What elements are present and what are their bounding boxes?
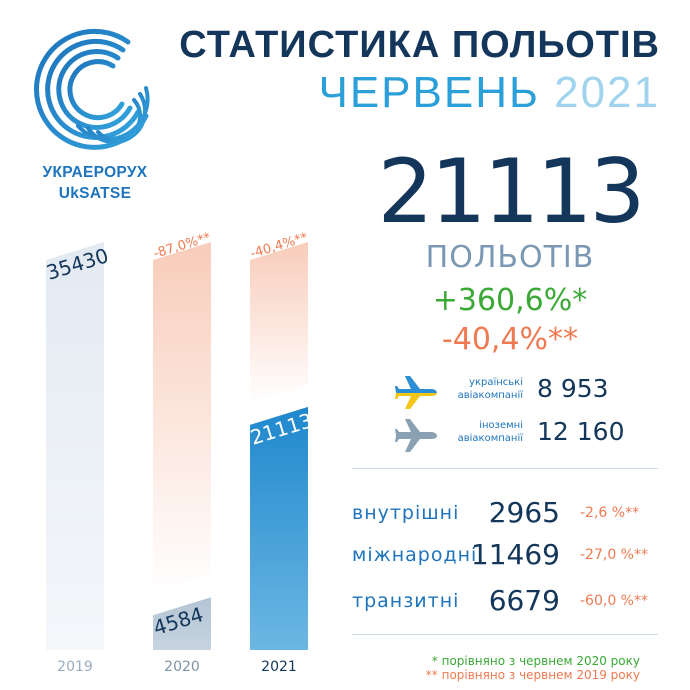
page-subtitle: ЧЕРВЕНЬ 2021 bbox=[319, 68, 661, 118]
total-flights: 21113 bbox=[377, 140, 646, 243]
divider bbox=[352, 634, 658, 635]
airline-row-ukrainian: українські авіакомпанії 8 953 bbox=[395, 372, 655, 412]
category-row-transit: транзитні 6679 -60,0 %** bbox=[352, 584, 662, 620]
bar-2019 bbox=[46, 242, 104, 650]
category-value: 11469 bbox=[470, 538, 560, 571]
category-name: міжнародні bbox=[352, 544, 478, 566]
change-vs-2020: +360,6%* bbox=[432, 283, 588, 318]
airline-label-ukrainian: українські авіакомпанії bbox=[443, 376, 523, 402]
category-value: 6679 bbox=[488, 584, 560, 617]
airline-label-line2: авіакомпанії bbox=[457, 433, 523, 444]
month-label: ЧЕРВЕНЬ bbox=[318, 68, 540, 117]
category-row-domestic: внутрішні 2965 -2,6 %** bbox=[352, 496, 662, 532]
bar-2020 bbox=[153, 597, 211, 650]
airline-value-ukrainian: 8 953 bbox=[537, 374, 609, 403]
category-value: 2965 bbox=[488, 496, 560, 529]
bar-ghost-2021 bbox=[250, 242, 308, 403]
airline-value-foreign: 12 160 bbox=[537, 417, 625, 446]
x-tick-label: 2019 bbox=[57, 659, 93, 675]
category-change: -60,0 %** bbox=[580, 593, 648, 609]
category-name: транзитні bbox=[352, 590, 460, 612]
airline-label-line1: іноземні bbox=[479, 420, 523, 431]
logo-name-ukr: УКРАЕРОРУХ bbox=[42, 164, 148, 181]
category-row-international: міжнародні 11469 -27,0 %** bbox=[352, 538, 662, 574]
x-tick-label: 2021 bbox=[261, 659, 297, 675]
airline-label-foreign: іноземні авіакомпанії bbox=[443, 419, 523, 445]
category-change: -27,0 %** bbox=[580, 547, 648, 563]
x-tick-label: 2020 bbox=[164, 659, 200, 675]
page-title: СТАТИСТИКА ПОЛЬОТІВ bbox=[179, 24, 660, 66]
footnote-2020: * порівняно з червнем 2020 року bbox=[431, 654, 640, 668]
logo-name: УКРАЕРОРУХ UkSATSE bbox=[30, 162, 160, 204]
airline-label-line1: українські bbox=[469, 377, 523, 388]
category-name: внутрішні bbox=[352, 502, 460, 524]
bar-2021 bbox=[250, 406, 308, 650]
category-change: -2,6 %** bbox=[580, 505, 640, 521]
flights-label: ПОЛЬОТІВ bbox=[425, 240, 595, 275]
year-label: 2021 bbox=[554, 68, 660, 117]
plane-icon-foreign bbox=[395, 419, 437, 452]
uksatse-logo bbox=[34, 28, 150, 150]
footnote-2019: ** порівняно з червнем 2019 року bbox=[425, 668, 640, 682]
change-vs-2019: -40,4%** bbox=[441, 322, 579, 357]
logo-name-eng: UkSATSE bbox=[58, 185, 132, 202]
divider bbox=[352, 468, 658, 469]
bar-ghost-2020 bbox=[153, 242, 211, 594]
airline-row-foreign: іноземні авіакомпанії 12 160 bbox=[395, 415, 655, 455]
airline-label-line2: авіакомпанії bbox=[457, 390, 523, 401]
plane-icon-ukraine bbox=[395, 376, 437, 409]
